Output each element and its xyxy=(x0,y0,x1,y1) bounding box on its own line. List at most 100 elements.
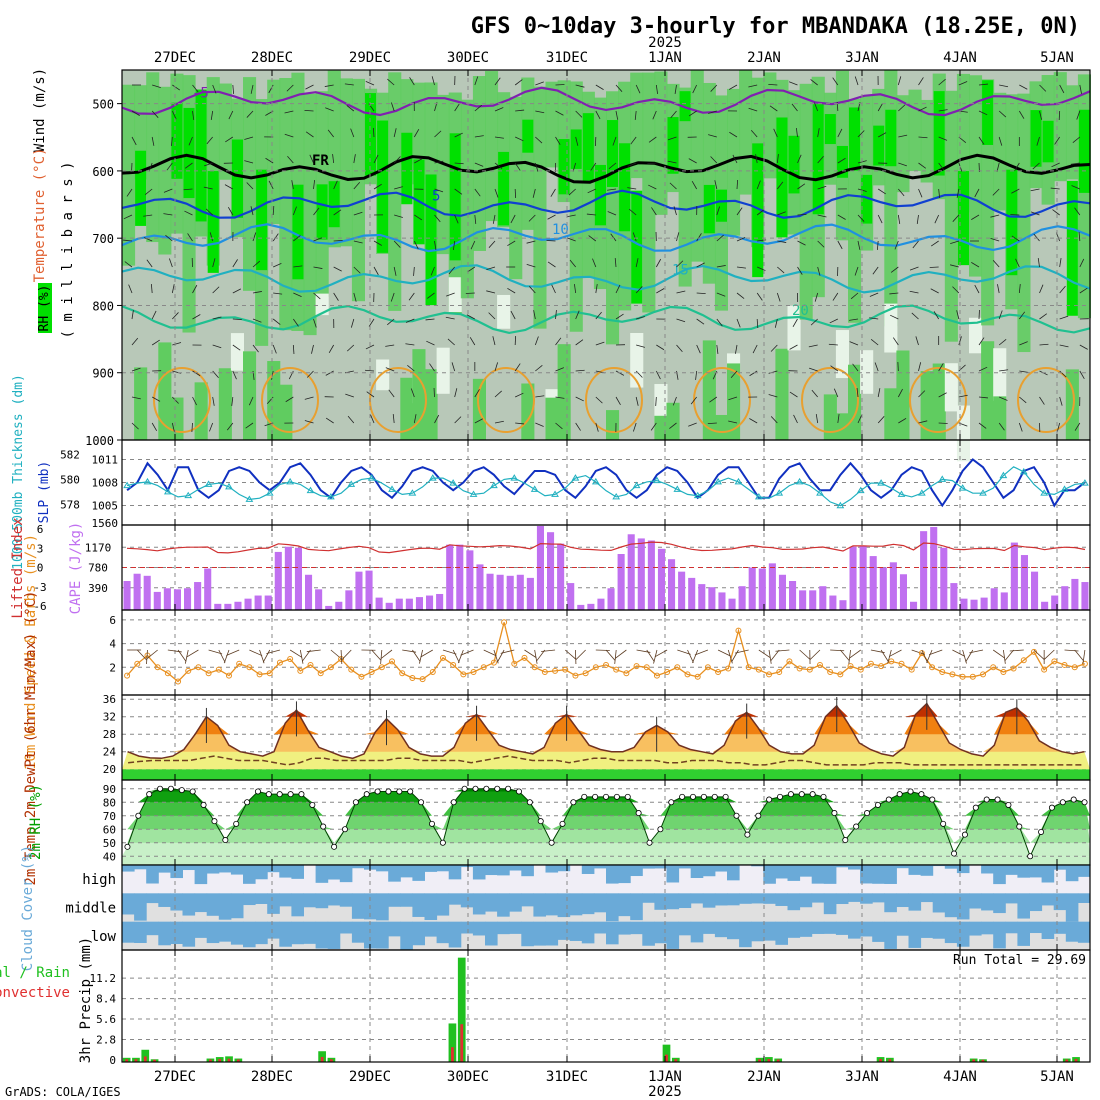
wind-barb xyxy=(372,127,375,138)
cloud-cover-bar xyxy=(170,865,183,879)
wind-barb xyxy=(774,318,778,328)
wind10-barb xyxy=(888,649,902,657)
wind-barb xyxy=(997,284,1000,294)
temp-area-light xyxy=(122,703,1090,752)
low-level-contour xyxy=(153,367,211,433)
wind10-point xyxy=(990,664,997,671)
rh2m-point xyxy=(559,820,566,827)
wind-barb xyxy=(958,336,962,346)
thickness-point xyxy=(428,474,437,481)
wind-barb xyxy=(708,110,717,114)
wind10-point xyxy=(134,660,141,667)
cloud-cover-bar xyxy=(823,893,837,915)
wind-barb xyxy=(918,390,926,398)
cloud-cover-bar xyxy=(509,865,522,871)
cape-bar xyxy=(990,588,998,610)
wind-barb xyxy=(1070,162,1080,165)
wind10-point xyxy=(185,667,192,674)
wind-barb xyxy=(353,266,361,274)
wind-barb xyxy=(131,136,137,146)
wind-barb xyxy=(535,365,543,372)
wind10-point xyxy=(1081,660,1088,667)
cloud-cover-bar xyxy=(654,865,667,869)
cloud-cover-bar xyxy=(606,921,619,945)
wind-barb xyxy=(306,370,314,378)
wind-barb xyxy=(595,311,602,320)
cloud-cover-bar xyxy=(1029,865,1043,878)
wind-barb xyxy=(770,416,778,424)
rh2m-point xyxy=(603,793,610,800)
top-date-label: 4JAN xyxy=(943,50,977,66)
thickness-point xyxy=(225,482,233,490)
rh2m-point xyxy=(1048,804,1055,811)
wind-barb xyxy=(232,370,237,380)
wind-barb xyxy=(430,266,435,276)
cloud-cover-bar xyxy=(158,921,171,946)
temp-area-dark xyxy=(122,703,1090,717)
wind-barb xyxy=(1011,188,1020,194)
convective-bar xyxy=(227,1058,231,1062)
wind10-point xyxy=(837,671,844,678)
wind-barb xyxy=(212,84,217,94)
wind-barb xyxy=(1039,284,1044,294)
wind-barb xyxy=(494,362,499,372)
wind-barb xyxy=(353,292,357,302)
wind-barb xyxy=(328,344,335,353)
cloud-cover-bar xyxy=(727,921,740,940)
rh-band-mid xyxy=(763,72,777,179)
rh-band-low xyxy=(194,382,208,440)
wind10-barb xyxy=(849,649,861,659)
rh-band-high xyxy=(498,151,510,226)
cloud-cover-bar xyxy=(835,893,849,905)
thickness-point xyxy=(877,479,885,486)
wind10-point xyxy=(470,669,477,676)
wind-barb xyxy=(1079,287,1088,294)
wind-barb xyxy=(938,188,941,198)
wind-barb xyxy=(978,83,988,86)
wind-barb xyxy=(676,318,686,323)
precip-legend-convective: Convective xyxy=(0,985,70,1001)
wind10-barb xyxy=(614,649,627,659)
rh2m-point xyxy=(1070,796,1077,803)
rh2m-point xyxy=(320,823,327,830)
cloud-cover-bar xyxy=(654,921,667,944)
wind-barb xyxy=(930,288,939,294)
wind-barb xyxy=(293,235,301,242)
rh2m-point xyxy=(755,812,762,819)
wind10-point xyxy=(276,659,283,666)
cloud-cover-bar xyxy=(146,893,159,904)
upper-ylabel-rh: RH (%) xyxy=(37,285,52,332)
rh-band-mid xyxy=(654,71,668,215)
wind-barb xyxy=(797,183,806,190)
wind-barb xyxy=(313,180,315,190)
cape-tick-label: 780 xyxy=(88,562,108,575)
convective-bar xyxy=(888,1059,892,1062)
run-total-label: Run Total = 29.69 xyxy=(953,953,1086,968)
wind-barb xyxy=(431,76,435,86)
wind-barb xyxy=(492,214,496,224)
thickness-point xyxy=(958,484,967,491)
wind10-barb xyxy=(496,649,505,663)
wind-barb xyxy=(555,337,562,346)
rh2m-point xyxy=(592,793,599,800)
rh-band-high xyxy=(788,135,800,194)
wind-barb xyxy=(534,336,539,346)
wind-barb xyxy=(250,84,254,94)
thickness-point xyxy=(1060,485,1069,492)
rh2m-point xyxy=(918,791,925,798)
cloud-cover-bar xyxy=(678,865,692,869)
cloud-cover-bar xyxy=(279,893,292,907)
wind-barb xyxy=(756,318,759,329)
rh2m-point xyxy=(613,793,620,800)
rh2m-point xyxy=(526,799,533,806)
wind10-point xyxy=(766,671,773,678)
cloud-cover-bar xyxy=(206,893,220,916)
li-tick-label: -6 xyxy=(33,600,46,613)
wind-barb xyxy=(877,214,883,224)
rh-band-high xyxy=(619,143,631,232)
rh2m-tick-label: 50 xyxy=(103,837,116,850)
wind-barb xyxy=(728,420,738,424)
thickness-point xyxy=(286,477,295,485)
rh-band-low xyxy=(218,368,232,440)
